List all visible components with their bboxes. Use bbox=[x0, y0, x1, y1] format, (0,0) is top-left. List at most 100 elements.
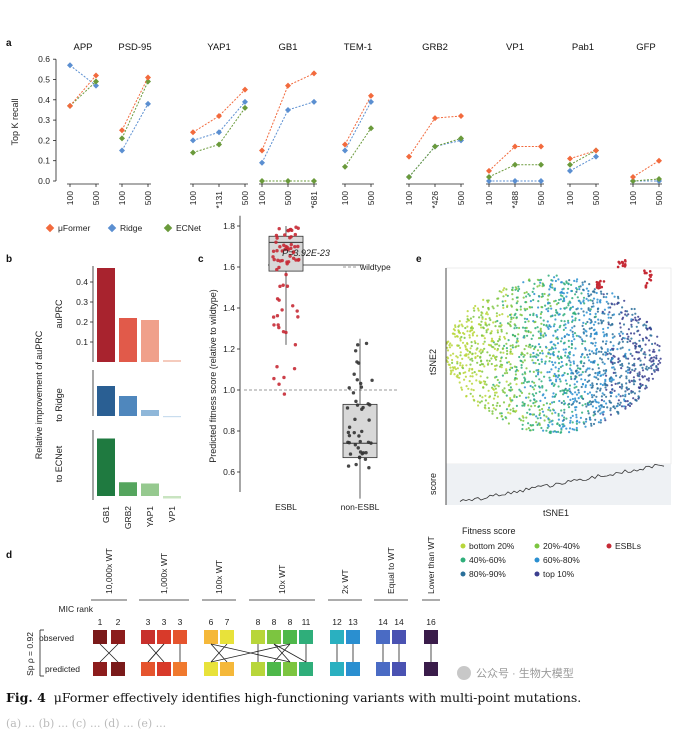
tsne-point bbox=[520, 364, 523, 367]
tsne-point bbox=[494, 358, 498, 361]
tsne-point bbox=[476, 342, 480, 345]
tsne-point bbox=[545, 402, 549, 405]
tsne-point bbox=[518, 417, 521, 420]
tsne-point bbox=[628, 379, 631, 382]
tsne-point bbox=[523, 354, 526, 357]
tsne-point bbox=[535, 421, 538, 424]
panel-d-rank-diagram: 10,000x WT 1,000x WT 100x WT 10x WT 2x WT Equ… bbox=[39, 536, 440, 677]
tsne-point bbox=[496, 329, 499, 332]
tsne-point bbox=[503, 372, 507, 375]
tsne-point bbox=[596, 371, 599, 374]
point-non-esbl bbox=[367, 466, 371, 470]
point-non-esbl bbox=[357, 455, 362, 460]
panel-a-xtick-label: 500 bbox=[91, 191, 101, 205]
tsne-point bbox=[589, 308, 592, 311]
tsne-point bbox=[574, 377, 577, 380]
tsne-point bbox=[626, 388, 629, 391]
tsne-point bbox=[556, 328, 559, 331]
tsne-point bbox=[517, 285, 520, 288]
tsne-point bbox=[493, 385, 496, 388]
panel-c-ytick-label: 1.0 bbox=[223, 385, 235, 395]
point-uformer-grb2 bbox=[406, 153, 412, 160]
tsne-point bbox=[509, 344, 512, 347]
tsne-point bbox=[499, 325, 502, 328]
tsne-point bbox=[630, 323, 633, 326]
tsne-point bbox=[586, 380, 589, 383]
tsne-point bbox=[527, 380, 531, 383]
tsne-point bbox=[509, 320, 512, 323]
tsne-point bbox=[480, 326, 483, 329]
bar-auprc-vp1 bbox=[163, 360, 181, 362]
tsne-point bbox=[491, 339, 494, 342]
tsne-point bbox=[537, 385, 541, 388]
tsne-point bbox=[596, 301, 599, 304]
tsne-point bbox=[512, 410, 515, 413]
predicted-cell bbox=[267, 662, 281, 676]
tsne-point bbox=[572, 400, 575, 404]
tsne-point bbox=[557, 418, 561, 421]
tsne-point bbox=[628, 348, 631, 351]
point-esbl bbox=[289, 235, 293, 239]
tsne-point bbox=[471, 334, 474, 337]
tsne-point bbox=[481, 305, 485, 308]
tsne-point bbox=[469, 330, 472, 333]
tsne-point bbox=[591, 368, 594, 371]
tsne-point bbox=[531, 386, 534, 389]
tsne-point bbox=[506, 371, 509, 375]
tsne-point bbox=[582, 321, 585, 324]
point-ecnet-pab1 bbox=[567, 161, 573, 168]
tsne-point bbox=[491, 305, 494, 308]
tsne-point bbox=[507, 384, 510, 387]
tsne-point bbox=[626, 310, 629, 313]
tsne-point bbox=[611, 336, 615, 339]
tsne-point bbox=[537, 354, 540, 357]
tsne-point bbox=[622, 323, 626, 326]
tsne-point bbox=[449, 342, 452, 345]
tsne-point bbox=[581, 383, 585, 386]
tsne-point bbox=[502, 295, 505, 298]
point-uformer-gfp bbox=[656, 157, 662, 164]
tsne-point bbox=[511, 399, 514, 402]
tsne-point bbox=[582, 288, 585, 291]
point-non-esbl bbox=[348, 452, 353, 456]
tsne-point bbox=[568, 356, 571, 359]
tsne-point bbox=[533, 346, 537, 349]
tsne-point bbox=[607, 323, 610, 326]
point-uformer-yap1 bbox=[216, 113, 222, 120]
tsne-point bbox=[615, 395, 618, 398]
tsne-point bbox=[547, 307, 550, 310]
tsne-point bbox=[481, 396, 484, 399]
bar-auprc-gb1 bbox=[97, 268, 115, 362]
tsne-point bbox=[509, 408, 512, 411]
tsne-point bbox=[564, 351, 567, 354]
tsne-point bbox=[602, 369, 606, 372]
tsne-point bbox=[596, 363, 600, 366]
tsne-point bbox=[597, 322, 600, 325]
tsne-point bbox=[588, 391, 592, 394]
tsne-point bbox=[471, 372, 474, 375]
tsne-point bbox=[638, 344, 641, 348]
point-uformer-pab1 bbox=[567, 155, 573, 162]
tsne-point bbox=[606, 348, 609, 351]
point-ridge-yap1 bbox=[242, 98, 248, 105]
tsne-point bbox=[605, 388, 608, 391]
tsne-point bbox=[649, 365, 653, 368]
tsne-point bbox=[554, 347, 557, 350]
tsne-point bbox=[509, 348, 512, 351]
tsne-point bbox=[538, 409, 541, 412]
tsne-point bbox=[505, 417, 508, 420]
tsne-point bbox=[644, 356, 647, 359]
tsne-point bbox=[540, 358, 543, 361]
tsne-point bbox=[655, 357, 658, 360]
tsne-point bbox=[565, 363, 568, 366]
point-ecnet-psd-95 bbox=[145, 78, 151, 85]
point-uformer-grb2 bbox=[432, 115, 438, 122]
tsne-point bbox=[610, 384, 613, 387]
tsne-point bbox=[565, 382, 568, 385]
tsne-point bbox=[466, 342, 469, 345]
tsne-point bbox=[539, 352, 542, 355]
tsne-point bbox=[655, 366, 658, 369]
tsne-point bbox=[480, 400, 483, 403]
tsne-point bbox=[496, 378, 499, 382]
tsne-point bbox=[505, 332, 508, 335]
